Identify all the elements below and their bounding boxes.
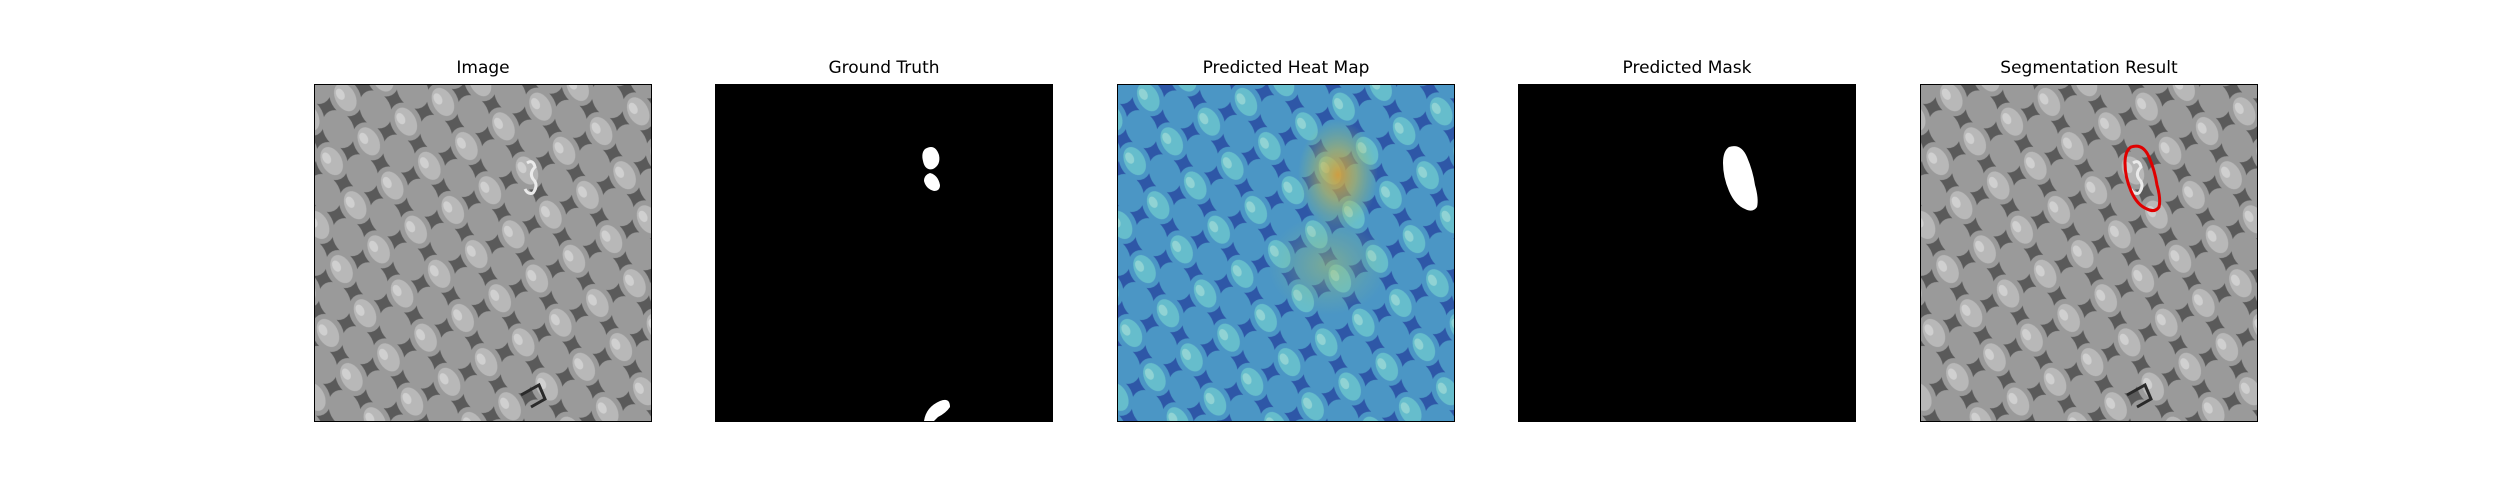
- panel-title-image: Image: [456, 58, 510, 78]
- panel-ground-truth: Ground Truth: [715, 58, 1053, 422]
- heat-map-frame: [1117, 84, 1455, 422]
- panel-heat-map: Predicted Heat Map: [1117, 58, 1455, 422]
- ground-truth-frame: [715, 84, 1053, 422]
- heatmap-overlay: [1118, 85, 1454, 421]
- binary-ground-truth-mask: [716, 85, 1052, 421]
- panel-title-predicted-mask: Predicted Mask: [1622, 58, 1752, 78]
- segmentation-contour: [2123, 144, 2162, 213]
- image-frame: [314, 84, 652, 422]
- image-with-red-contour: [1921, 85, 2257, 421]
- panel-predicted-mask: Predicted Mask: [1518, 58, 1856, 422]
- panel-title-ground-truth: Ground Truth: [828, 58, 940, 78]
- predicted-mask-frame: [1518, 84, 1856, 422]
- segmentation-frame: [1920, 84, 2258, 422]
- panel-title-heat-map: Predicted Heat Map: [1202, 58, 1370, 78]
- panel-title-segmentation-result: Segmentation Result: [2000, 58, 2178, 78]
- grayscale-texture-image: [315, 85, 651, 421]
- panel-image: Image: [314, 58, 652, 422]
- panel-segmentation-result: Segmentation Result: [1920, 58, 2258, 422]
- binary-predicted-mask: [1519, 85, 1855, 421]
